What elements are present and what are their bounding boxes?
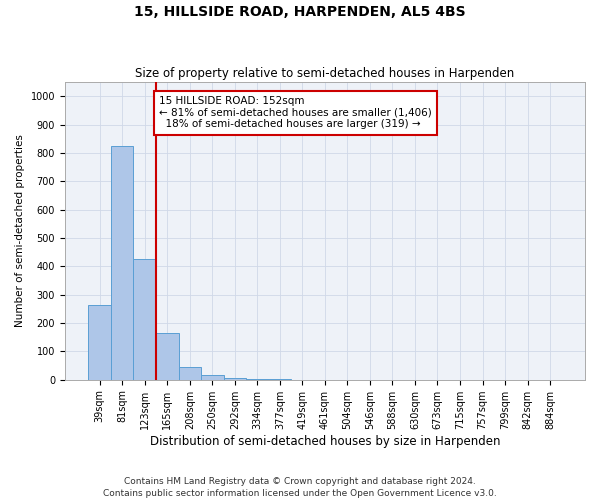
Y-axis label: Number of semi-detached properties: Number of semi-detached properties [15,134,25,328]
Bar [111,146,133,380]
X-axis label: Distribution of semi-detached houses by size in Harpenden: Distribution of semi-detached houses by … [149,434,500,448]
Bar [246,379,269,380]
Bar [224,378,246,380]
Title: Size of property relative to semi-detached houses in Harpenden: Size of property relative to semi-detach… [135,66,515,80]
Bar [88,304,111,380]
Bar [133,259,156,380]
Bar [201,376,224,380]
Text: 15 HILLSIDE ROAD: 152sqm
← 81% of semi-detached houses are smaller (1,406)
  18%: 15 HILLSIDE ROAD: 152sqm ← 81% of semi-d… [160,96,432,130]
Text: Contains HM Land Registry data © Crown copyright and database right 2024.
Contai: Contains HM Land Registry data © Crown c… [103,476,497,498]
Bar [156,333,179,380]
Bar [179,367,201,380]
Text: 15, HILLSIDE ROAD, HARPENDEN, AL5 4BS: 15, HILLSIDE ROAD, HARPENDEN, AL5 4BS [134,5,466,19]
